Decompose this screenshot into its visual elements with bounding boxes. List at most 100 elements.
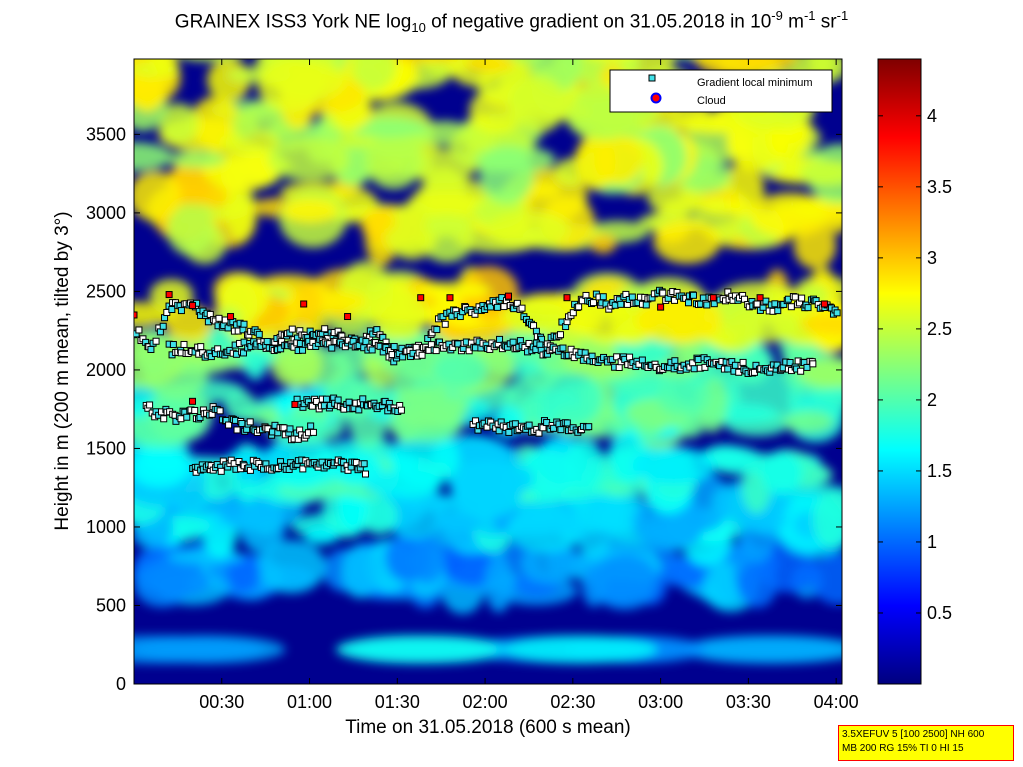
y-tick-label: 3000 (86, 203, 126, 223)
heatmap-patch (597, 59, 626, 61)
gradient-minimum-marker (617, 300, 625, 308)
heatmap-patch (793, 221, 837, 269)
y-tick-label: 2500 (86, 281, 126, 301)
heatmap-patch (760, 450, 803, 496)
gradient-minimum-marker (613, 353, 621, 361)
heatmap-patch (158, 103, 199, 144)
gradient-minimum-marker (183, 413, 191, 421)
gradient-minimum-marker (217, 467, 225, 475)
x-tick-label: 02:00 (463, 692, 508, 712)
gradient-minimum-marker (168, 306, 176, 314)
gradient-minimum-marker (433, 326, 441, 334)
gradient-minimum-marker (500, 303, 508, 311)
gradient-minimum-marker (146, 401, 154, 409)
gradient-minimum-marker (642, 301, 650, 309)
gradient-minimum-marker (359, 395, 367, 403)
y-tick-label: 2000 (86, 360, 126, 380)
gradient-minimum-marker (299, 465, 307, 473)
y-tick-label: 0 (116, 674, 126, 694)
gradient-minimum-marker (786, 359, 794, 367)
x-tick-label: 02:30 (550, 692, 595, 712)
heatmap-patch (451, 460, 523, 520)
heatmap-patch (703, 195, 729, 214)
heatmap-patch (222, 130, 281, 156)
gradient-minimum-marker (286, 425, 294, 433)
heatmap-patch (167, 549, 245, 566)
gradient-minimum-marker (509, 338, 517, 346)
gradient-minimum-marker (710, 300, 718, 308)
cloud-marker (820, 300, 828, 308)
marker-layer (134, 286, 841, 478)
heatmap-patch (486, 211, 570, 249)
gradient-minimum-marker (152, 337, 160, 345)
gradient-minimum-marker (803, 363, 811, 371)
gradient-minimum-marker (360, 460, 368, 468)
gradient-minimum-marker (340, 458, 348, 466)
cloud-marker (227, 313, 235, 321)
parameter-info-box: 3.5XEFUV 5 [100 2500] NH 600 MB 200 RG 1… (838, 725, 1014, 761)
heatmap-patch (464, 59, 516, 72)
gradient-minimum-marker (615, 363, 623, 371)
gradient-minimum-marker (496, 335, 504, 343)
gradient-minimum-marker (345, 398, 353, 406)
heatmap-patch (509, 75, 566, 134)
x-tick-label: 01:30 (375, 692, 420, 712)
gradient-minimum-marker (599, 293, 607, 301)
gradient-minimum-marker (493, 303, 501, 311)
legend-label: Gradient local minimum (697, 77, 813, 89)
heatmap-patch (518, 450, 577, 499)
gradient-minimum-marker (309, 428, 317, 436)
heatmap-patch (823, 199, 842, 234)
info-line-1: 3.5XEFUV 5 [100 2500] NH 600 (842, 729, 985, 740)
gradient-minimum-marker (724, 365, 732, 373)
heatmap-patch (364, 132, 423, 190)
y-axis-label: Height in m (200 m mean, tilted by 3°) (52, 211, 73, 531)
heatmap-patch (304, 527, 339, 545)
heatmap-patch (335, 635, 500, 664)
gradient-minimum-marker (169, 341, 177, 349)
heatmap-patch (810, 552, 842, 605)
heatmap-patch (134, 170, 182, 222)
gradient-minimum-marker (418, 351, 426, 359)
cloud-marker (134, 311, 138, 319)
heatmap-patch (227, 554, 261, 594)
heatmap-patch (256, 539, 326, 594)
gradient-minimum-marker (215, 314, 223, 322)
cloud-marker (417, 294, 425, 302)
gradient-minimum-marker (307, 422, 315, 430)
gradient-minimum-marker (530, 322, 538, 330)
gradient-minimum-marker (563, 419, 571, 427)
heatmap-patch (294, 280, 322, 328)
gradient-minimum-marker (196, 413, 204, 421)
colorbar-tick-label: 1.5 (927, 461, 952, 481)
gradient-minimum-marker (308, 402, 316, 410)
gradient-minimum-marker (334, 396, 342, 404)
cloud-marker (563, 294, 571, 302)
gradient-minimum-marker (585, 423, 593, 431)
heatmap-patch (409, 535, 446, 584)
gradient-minimum-marker (328, 344, 336, 352)
heatmap-patch (363, 209, 396, 235)
heatmap-patch (265, 446, 291, 464)
heatmap-patch (390, 429, 460, 486)
colorbar-tick-label: 3 (927, 248, 937, 268)
info-line-2: MB 200 RG 15% TI 0 HI 15 (842, 743, 964, 754)
gradient-minimum-marker (233, 426, 241, 434)
heatmap-patch (517, 499, 565, 526)
colorbar: 0.5 1 1.5 2 2.5 3 3.5 4 (877, 58, 952, 685)
heatmap-patch (590, 554, 659, 610)
gradient-minimum-marker (321, 325, 329, 333)
heatmap-patch (238, 494, 287, 554)
y-tick-label: 1500 (86, 438, 126, 458)
gradient-minimum-marker (432, 347, 440, 355)
cloud-marker (189, 397, 197, 405)
heatmap-patch (134, 635, 265, 664)
gradient-minimum-marker (505, 428, 513, 436)
gradient-minimum-marker (397, 406, 405, 414)
legend-label: Cloud (697, 95, 726, 107)
heatmap-patch (351, 59, 397, 91)
gradient-minimum-marker (518, 304, 526, 312)
heatmap-patch (725, 306, 799, 344)
heatmap-patch (574, 487, 647, 533)
gradient-minimum-marker (638, 356, 646, 364)
